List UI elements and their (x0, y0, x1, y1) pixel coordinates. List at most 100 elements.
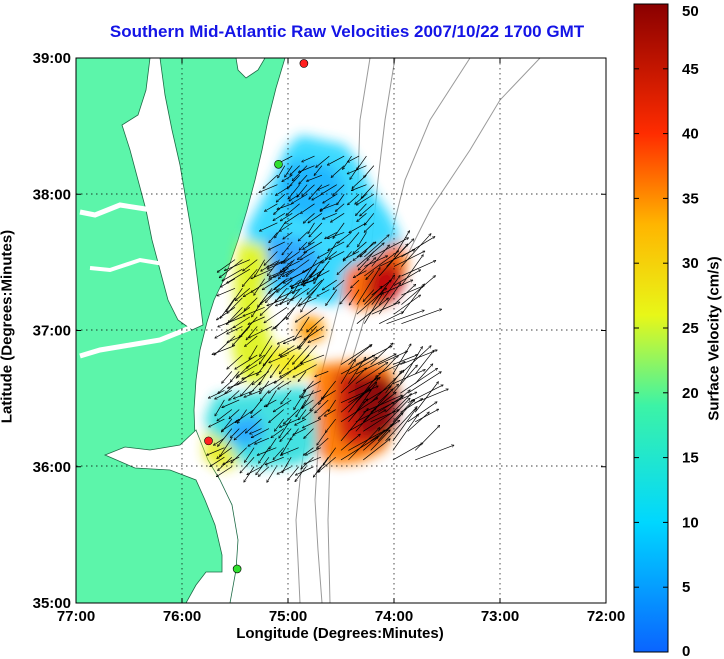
current-vector-arrow (206, 447, 225, 456)
current-vector-arrow (300, 251, 315, 261)
current-vector-arrow (386, 310, 425, 325)
current-vector-arrow (236, 371, 255, 385)
current-vector-arrow (275, 307, 295, 329)
current-vector-arrow (317, 260, 330, 277)
current-vector-arrow (300, 345, 317, 364)
colorbar-tick-label: 0 (682, 643, 690, 659)
current-vector-arrow (267, 259, 280, 276)
current-vector-arrow (288, 184, 300, 199)
current-vector-arrow (273, 213, 286, 222)
current-vector-arrow (283, 232, 293, 239)
current-vector-arrow (284, 165, 293, 178)
current-vector-arrow (279, 222, 293, 232)
current-vector-arrow (324, 409, 336, 417)
radar-site-marker (204, 436, 213, 446)
current-vector-arrow (364, 235, 389, 258)
current-vector-arrow (251, 409, 262, 418)
current-vector-arrow (284, 213, 300, 224)
current-vector-arrow (355, 408, 376, 432)
current-vector-arrow (308, 232, 323, 244)
current-vector-arrow (251, 268, 273, 279)
current-vector-arrow (337, 194, 345, 205)
current-vector-arrow (393, 295, 421, 315)
current-vector-arrow (343, 251, 360, 260)
current-vector-arrow (249, 380, 262, 394)
current-vector-arrow (393, 230, 411, 258)
current-vector-arrow (414, 350, 434, 375)
current-vector-arrow (278, 418, 292, 438)
current-vector-arrow (299, 174, 308, 184)
current-vector-arrow (265, 456, 284, 465)
current-vector-arrow (370, 343, 393, 365)
current-vector-arrow (298, 232, 308, 241)
current-vector-arrow (377, 351, 408, 365)
current-vector-arrow (237, 409, 247, 424)
current-vector-arrow (259, 184, 278, 193)
current-vector-arrow (251, 428, 270, 439)
current-vector-arrow (291, 287, 310, 301)
current-vector-arrow (243, 447, 255, 463)
current-vector-arrow (280, 447, 299, 456)
colorbar-tick-label: 40 (682, 126, 699, 143)
current-vector-arrow (234, 428, 247, 440)
current-vector-arrow (356, 193, 375, 206)
current-vector-arrow (292, 345, 310, 364)
current-vector-arrow (335, 203, 345, 212)
current-vector-arrow (359, 203, 375, 216)
current-vector-arrow (246, 354, 265, 368)
current-vector-arrow (304, 428, 314, 439)
current-vector-arrow (239, 316, 258, 338)
current-vector-arrow (248, 316, 265, 325)
current-vector-arrow (370, 430, 391, 451)
current-vector-arrow (221, 371, 233, 383)
current-vector-arrow (309, 278, 325, 299)
current-vector-arrow (309, 222, 323, 237)
current-vector-arrow (303, 213, 315, 223)
current-vector-arrow (340, 408, 368, 442)
current-vector-arrow (217, 287, 236, 296)
current-vector-arrow (281, 390, 292, 404)
current-vector-arrow (241, 371, 262, 379)
current-vector-arrow (320, 203, 337, 210)
current-vector-arrow (283, 409, 299, 425)
current-vector-arrow (279, 364, 302, 378)
current-vector-arrow (378, 275, 400, 305)
current-vector-arrow (298, 165, 315, 173)
current-vector-arrow (355, 361, 388, 384)
region-south-yellow (204, 430, 240, 470)
current-vector-arrow (392, 414, 419, 451)
current-vector-arrow (271, 428, 284, 438)
current-vector-arrow (337, 232, 352, 243)
current-vector-arrow (214, 399, 225, 416)
current-vector-arrow (356, 155, 367, 170)
current-vector-arrow (366, 270, 375, 280)
current-vector-arrow (357, 213, 367, 221)
current-vector-arrow (392, 354, 418, 365)
current-vector-arrow (307, 279, 323, 294)
current-vector-arrow (302, 418, 322, 429)
current-vector-arrow (217, 428, 233, 447)
current-vector-arrow (227, 297, 243, 314)
current-vector-arrow (263, 345, 280, 366)
current-vector-arrow (340, 289, 352, 305)
current-vector-arrow (371, 237, 409, 258)
current-vector-arrow (340, 368, 367, 394)
current-vector-arrow (392, 408, 416, 442)
current-vector-arrow (377, 398, 410, 432)
current-vector-arrow (248, 326, 273, 339)
current-vector-arrow (298, 371, 307, 381)
current-vector-arrow (371, 245, 390, 267)
current-vector-arrow (265, 390, 277, 407)
current-vector-arrow (244, 390, 262, 397)
current-vector-arrow (237, 364, 258, 377)
colorbar-tick-label: 35 (682, 190, 699, 207)
current-vector-arrow (295, 466, 314, 475)
current-vector-arrow (317, 184, 330, 190)
x-tick-label: 73:00 (481, 608, 519, 625)
current-vector-arrow (350, 279, 360, 288)
current-vector-arrow (333, 279, 345, 290)
current-vector-arrow (244, 335, 258, 347)
current-vector-arrow (222, 268, 243, 282)
current-vector-arrow (292, 428, 307, 436)
current-vector-arrow (302, 184, 315, 197)
